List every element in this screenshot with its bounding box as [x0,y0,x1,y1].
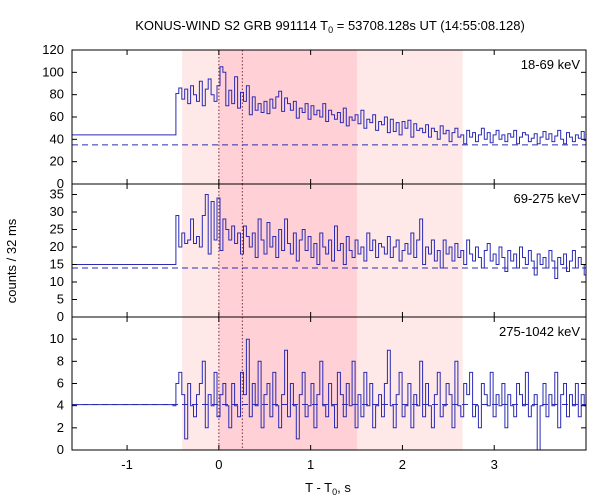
y-tick-label: 10 [50,274,64,289]
y-tick-label: 0 [57,309,64,324]
y-tick-label: 35 [50,187,64,202]
panel-energy-label: 18-69 keV [521,57,581,72]
x-tick-label: -1 [121,457,133,472]
shaded-interval-2-panel-2 [218,184,357,317]
y-tick-label: 40 [50,131,64,146]
y-tick-label: 6 [57,376,64,391]
y-tick-label: 0 [57,176,64,191]
y-tick-label: 5 [57,292,64,307]
y-tick-label: 0 [57,442,64,457]
y-tick-label: 25 [50,222,64,237]
y-tick-label: 100 [42,64,64,79]
y-tick-label: 8 [57,353,64,368]
shaded-interval-2-panel-1 [218,50,357,184]
x-tick-label: 3 [491,457,498,472]
lightcurve-series [72,338,586,451]
x-axis-label: T - T0, s [305,480,351,497]
y-tick-label: 10 [50,331,64,346]
panel-energy-label: 275-1042 keV [499,324,580,339]
y-tick-label: 120 [42,42,64,57]
x-tick-label: 0 [215,457,222,472]
y-tick-label: 80 [50,87,64,102]
y-tick-label: 30 [50,204,64,219]
y-tick-label: 60 [50,109,64,124]
panel-energy-label: 69-275 keV [514,191,581,206]
lightcurve-series [72,194,586,279]
lightcurve-series [72,66,586,145]
y-tick-label: 20 [50,154,64,169]
y-axis-label: counts / 32 ms [4,218,19,303]
y-tick-label: 15 [50,257,64,272]
chart-title: KONUS-WIND S2 GRB 991114 T0 = 53708.128s… [135,18,525,35]
y-tick-label: 2 [57,420,64,435]
x-tick-label: 1 [307,457,314,472]
y-tick-label: 20 [50,239,64,254]
x-tick-label: 2 [399,457,406,472]
y-tick-label: 4 [57,398,64,413]
